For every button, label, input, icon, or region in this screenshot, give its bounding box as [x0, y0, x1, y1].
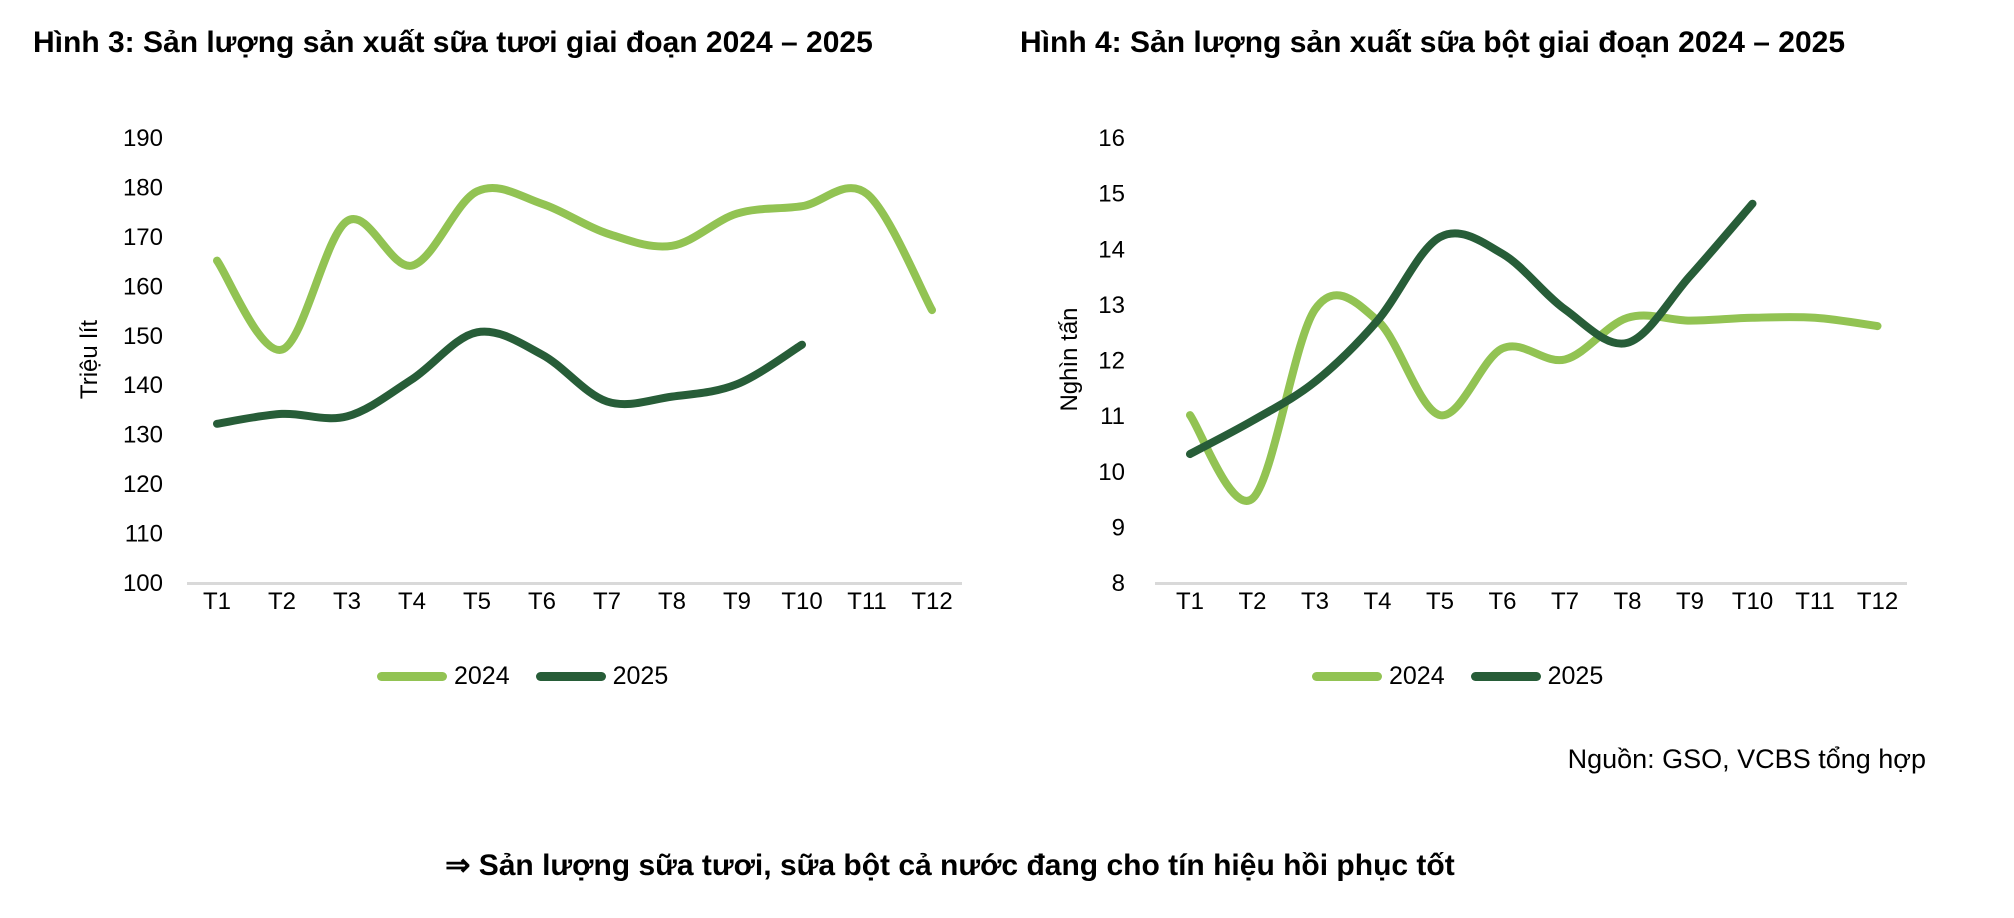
x-tick-label: T3 [333, 588, 361, 615]
x-tick-label: T6 [528, 588, 556, 615]
legend-label-2024: 2024 [454, 662, 510, 690]
y-tick-label: 12 [1098, 348, 1125, 375]
x-tick-label: T3 [1301, 588, 1329, 615]
x-tick-label: T4 [1363, 588, 1391, 615]
legend-swatch-2025-icon [535, 672, 606, 681]
y-tick-label: 180 [123, 174, 163, 201]
series-line-2024 [213, 184, 936, 354]
x-tick-label: T8 [658, 588, 686, 615]
y-tick-label: 110 [125, 521, 163, 548]
y-tick-label: 170 [123, 224, 163, 251]
y-tick-label: 160 [123, 273, 163, 300]
legend-item-2024: 2024 [1312, 662, 1445, 691]
x-tick-label: T11 [1795, 588, 1835, 615]
x-tick-label: T2 [268, 588, 296, 615]
y-tick-label: 10 [1098, 459, 1125, 486]
x-tick-label: T7 [593, 588, 621, 615]
x-tick-label: T1 [1176, 588, 1204, 615]
legend-item-2025: 2025 [1470, 662, 1604, 691]
y-tick-label: 13 [1098, 292, 1125, 319]
x-tick-label: T10 [781, 588, 822, 615]
x-tick-label: T8 [1613, 588, 1641, 615]
y-tick-label: 16 [1098, 125, 1125, 152]
legend-label-2025: 2025 [612, 662, 669, 690]
x-tick-label: T4 [398, 588, 426, 615]
x-tick-label: T11 [847, 588, 887, 615]
y-axis-title: Nghìn tấn [1056, 307, 1083, 411]
x-tick-label: T2 [1238, 588, 1266, 615]
series-line-2025 [213, 327, 806, 428]
y-tick-label: 14 [1098, 236, 1125, 263]
y-tick-label: 150 [123, 323, 163, 350]
conclusion-text: ⇒ Sản lượng sữa tươi, sữa bột cả nước đa… [445, 849, 1455, 882]
y-tick-label: 15 [1098, 181, 1125, 208]
x-tick-label: T1 [203, 588, 231, 615]
x-tick-label: T7 [1551, 588, 1579, 615]
legend-powdered-milk: 2024 2025 [1312, 662, 1603, 691]
x-tick-label: T5 [1426, 588, 1454, 615]
x-tick-label: T12 [1857, 588, 1898, 615]
x-tick-label: T9 [723, 588, 751, 615]
x-tick-label: T6 [1488, 588, 1516, 615]
chart-title-powdered-milk: Hình 4: Sản lượng sản xuất sữa bột giai … [1020, 26, 1846, 59]
x-tick-label: T12 [911, 588, 952, 615]
legend-swatch-2024-icon [377, 672, 447, 681]
chart-title-fresh-milk: Hình 3: Sản lượng sản xuất sữa tươi giai… [33, 26, 873, 59]
x-tick-label: T9 [1676, 588, 1704, 615]
series-line-2025 [1186, 199, 1757, 459]
y-tick-label: 100 [123, 570, 163, 597]
series-line-2024 [1186, 291, 1882, 505]
legend-label-2025: 2025 [1547, 662, 1604, 690]
y-tick-label: 130 [123, 422, 163, 449]
y-tick-label: 8 [1112, 570, 1125, 597]
y-axis-title: Triệu lít [76, 320, 103, 399]
source-note: Nguồn: GSO, VCBS tổng hợp [1567, 744, 1926, 774]
chart-powdered-milk-plot: 16 15 14 13 12 11 10 9 8 T1 T2 T3 T4 T5 T6 T7 T8 T9 T10 T11… [1056, 125, 1907, 615]
chart-fresh-milk-plot: 190 180 170 160 150 140 130 120 110 100 T1 T2 T3 T4 T5… [76, 125, 962, 615]
y-tick-label: 140 [123, 372, 163, 399]
y-tick-label: 190 [123, 125, 163, 152]
legend-item-2024: 2024 [377, 662, 510, 691]
legend-fresh-milk: 2024 2025 [377, 662, 668, 691]
legend-swatch-2024-icon [1312, 672, 1382, 681]
y-tick-label: 11 [1100, 403, 1125, 430]
x-tick-label: T10 [1732, 588, 1773, 615]
legend-swatch-2025-icon [1470, 672, 1541, 681]
legend-item-2025: 2025 [535, 662, 669, 691]
y-tick-label: 9 [1112, 514, 1125, 541]
legend-label-2024: 2024 [1389, 662, 1445, 690]
x-tick-label: T5 [463, 588, 491, 615]
y-tick-label: 120 [123, 471, 163, 498]
